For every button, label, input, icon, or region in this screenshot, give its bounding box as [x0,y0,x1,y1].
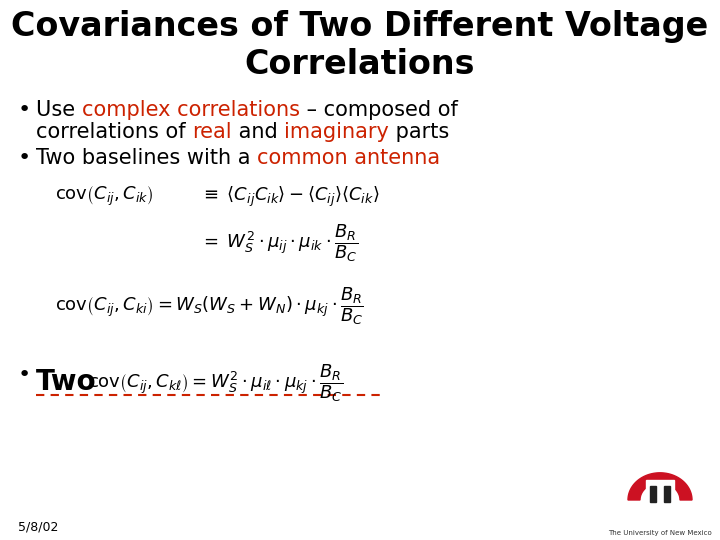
Text: Two: Two [36,368,96,396]
Text: real: real [192,122,232,142]
Text: $\mathrm{cov}\left(C_{ij}, C_{ki}\right) = W_S(W_S + W_N) \cdot \mu_{kj} \cdot \: $\mathrm{cov}\left(C_{ij}, C_{ki}\right)… [55,285,364,327]
Text: $\mathrm{cov}\left(C_{ij}, C_{ik}\right)$: $\mathrm{cov}\left(C_{ij}, C_{ik}\right)… [55,185,153,208]
Text: $=\; W_S^2 \cdot \mu_{ij} \cdot \mu_{ik} \cdot \dfrac{B_R}{B_C}$: $=\; W_S^2 \cdot \mu_{ij} \cdot \mu_{ik}… [200,222,358,264]
Text: Two baselines with a: Two baselines with a [36,148,257,168]
Polygon shape [664,486,670,502]
Text: •: • [18,148,31,168]
Polygon shape [650,486,656,502]
Text: Covariances of Two Different Voltage: Covariances of Two Different Voltage [12,10,708,43]
Text: Correlations: Correlations [245,48,475,81]
Text: •: • [18,100,31,120]
Text: The University of New Mexico: The University of New Mexico [608,530,712,536]
Text: and: and [232,122,284,142]
Text: common antenna: common antenna [257,148,440,168]
Text: – composed of: – composed of [300,100,458,120]
Text: correlations of: correlations of [36,122,192,142]
Text: imaginary: imaginary [284,122,389,142]
Text: complex correlations: complex correlations [82,100,300,120]
Text: Use: Use [36,100,82,120]
Text: •: • [18,365,31,385]
Text: $\equiv\; \langle C_{ij}C_{ik}\rangle - \langle C_{ij}\rangle\langle C_{ik}\rang: $\equiv\; \langle C_{ij}C_{ik}\rangle - … [200,185,379,209]
Polygon shape [646,480,674,502]
Text: 5/8/02: 5/8/02 [18,520,58,533]
Text: $\mathrm{cov}\left(C_{ij}, C_{k\ell}\right) = W_S^2 \cdot \mu_{i\ell} \cdot \mu_: $\mathrm{cov}\left(C_{ij}, C_{k\ell}\rig… [88,362,343,403]
Text: parts: parts [389,122,449,142]
Polygon shape [628,473,692,500]
